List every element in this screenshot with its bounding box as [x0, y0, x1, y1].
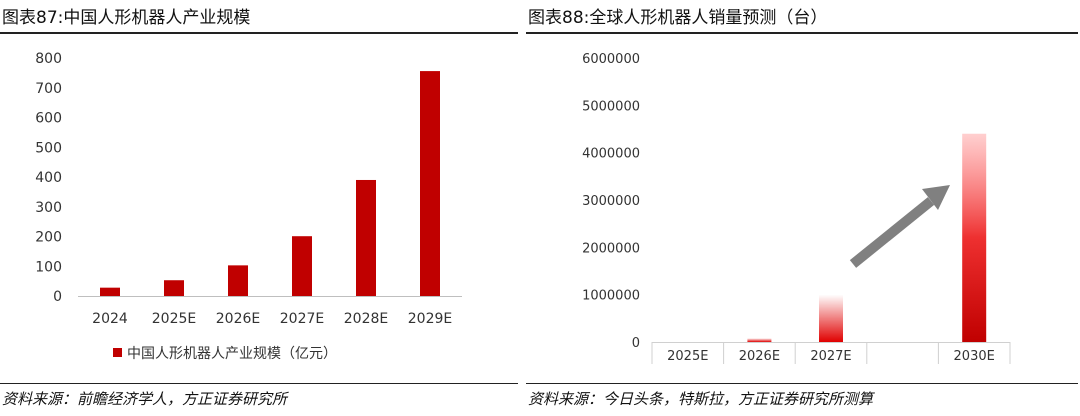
right-chart-title: 图表88:全球人形机器人销量预测（台）	[528, 8, 828, 28]
left-x-tick-label: 2029E	[408, 311, 452, 327]
left-x-tick-label: 2024	[92, 311, 128, 327]
left-bar-2025E	[164, 280, 184, 296]
right-x-tick-label: 2026E	[739, 349, 780, 364]
right-y-tick-label: 5000000	[582, 99, 640, 114]
left-y-tick-label: 700	[35, 81, 62, 97]
left-chart-title: 图表87:中国人形机器人产业规模	[2, 8, 251, 28]
right-y-tick-label: 0	[632, 336, 640, 351]
right-y-tick-label: 2000000	[582, 241, 640, 256]
right-y-tick-label: 4000000	[582, 147, 640, 162]
right-y-tick-label: 6000000	[582, 52, 640, 67]
right-bar-2027E	[819, 294, 843, 342]
left-bar-2027E	[292, 236, 312, 296]
trend-arrow-head-icon	[922, 185, 950, 210]
left-chart-panel: 图表87:中国人形机器人产业规模 0 100 200 300 400 500 600 700 8…	[0, 0, 520, 416]
right-x-tick-label: 2027E	[810, 349, 851, 364]
right-x-tick-label: 2025E	[667, 349, 708, 364]
left-source-note: 资料来源：前瞻经济学人，方正证券研究所	[2, 390, 288, 408]
trend-arrow-shaft	[849, 197, 935, 268]
left-x-tick-label: 2025E	[152, 311, 196, 327]
left-y-tick-label: 400	[35, 170, 62, 186]
left-bar-2028E	[356, 179, 376, 296]
right-x-tick-label: 2030E	[954, 349, 995, 364]
right-chart-panel: 图表88:全球人形机器人销量预测（台） 0 1000000 2000000 30000…	[526, 0, 1080, 416]
left-y-tick-label: 300	[35, 200, 62, 216]
left-title-rule	[0, 32, 518, 34]
right-bar-chart: 0 1000000 2000000 3000000 4000000 5000000 6000…	[582, 52, 1011, 364]
left-x-tick-label: 2028E	[344, 311, 388, 327]
right-source-note: 资料来源：今日头条，特斯拉，方正证券研究所测算	[528, 390, 874, 408]
left-x-tick-label: 2026E	[216, 311, 260, 327]
left-y-tick-label: 200	[35, 230, 62, 246]
left-bar-2029E	[420, 71, 440, 296]
left-x-tick-label: 2027E	[280, 311, 324, 327]
left-bar-chart: 0 100 200 300 400 500 600 700 800 2024 2025E 2026E 2…	[35, 51, 462, 362]
right-source-rule	[526, 383, 1078, 384]
left-bar-2024	[100, 287, 120, 296]
left-y-tick-label: 0	[53, 289, 62, 305]
left-y-tick-label: 800	[35, 51, 62, 67]
right-y-tick-label: 3000000	[582, 194, 640, 209]
left-source-rule	[0, 383, 518, 384]
right-title-rule	[526, 32, 1078, 34]
left-legend-swatch	[113, 348, 122, 357]
left-y-tick-label: 100	[35, 259, 62, 275]
left-y-tick-label: 600	[35, 111, 62, 127]
right-bar-2030E	[962, 133, 987, 342]
left-y-tick-label: 500	[35, 140, 62, 156]
left-bar-2026E	[228, 265, 248, 296]
left-legend-label: 中国人形机器人产业规模（亿元）	[127, 346, 337, 362]
right-bar-2026E	[747, 338, 772, 342]
right-y-tick-label: 1000000	[582, 289, 640, 304]
